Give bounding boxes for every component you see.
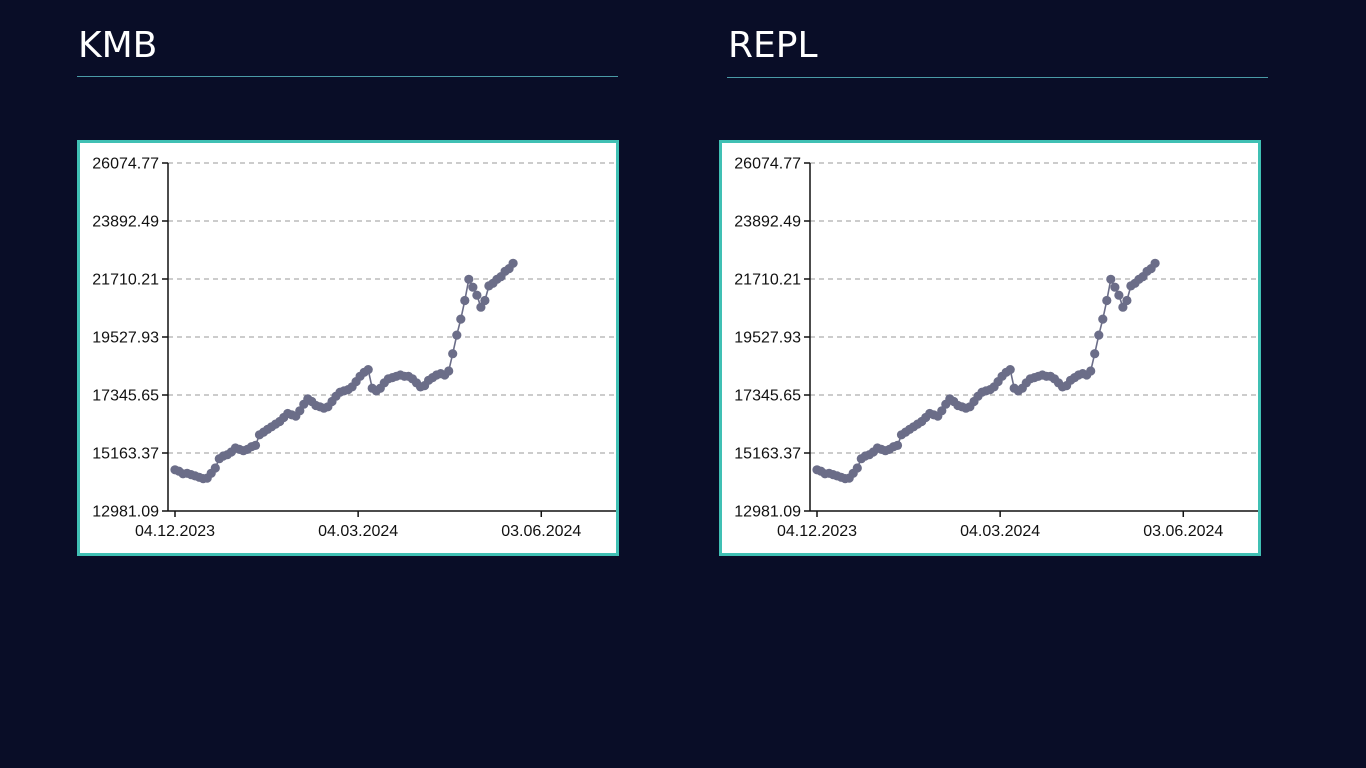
- x-tick-label: 04.03.2024: [960, 523, 1040, 540]
- title-underline-repl: [727, 77, 1268, 78]
- title-underline-kmb: [77, 76, 618, 77]
- y-tick-label: 15163.37: [734, 446, 801, 463]
- data-point: [448, 349, 458, 359]
- x-tick-label: 04.12.2023: [135, 523, 215, 540]
- panel-title-repl: REPL: [728, 25, 818, 66]
- y-tick-label: 19527.93: [92, 330, 159, 347]
- data-point: [508, 258, 518, 268]
- data-point: [1094, 330, 1104, 340]
- data-point: [1150, 258, 1160, 268]
- data-point: [472, 290, 482, 300]
- data-point: [1122, 295, 1132, 306]
- data-point: [363, 365, 373, 375]
- y-tick-label: 12981.09: [92, 504, 159, 521]
- y-tick-label: 19527.93: [734, 330, 801, 347]
- y-tick-label: 26074.77: [734, 156, 801, 173]
- data-point: [480, 295, 490, 306]
- data-point: [1118, 302, 1128, 312]
- x-tick-label: 04.12.2023: [777, 523, 857, 540]
- x-tick-label: 03.06.2024: [501, 523, 581, 540]
- y-tick-label: 12981.09: [734, 504, 801, 521]
- data-point: [1005, 365, 1015, 375]
- data-point: [1090, 349, 1100, 359]
- y-tick-label: 17345.65: [734, 388, 801, 405]
- x-tick-label: 04.03.2024: [318, 523, 398, 540]
- data-point: [444, 366, 454, 376]
- y-tick-label: 15163.37: [92, 446, 159, 463]
- data-point: [892, 440, 903, 450]
- x-tick-label: 03.06.2024: [1143, 523, 1223, 540]
- series-line: [816, 262, 1156, 480]
- data-point: [1106, 274, 1116, 284]
- data-point: [476, 302, 486, 312]
- line-chart-repl: 12981.09 15163.37 17345.65 19527.93 21710.21…: [734, 156, 1258, 540]
- data-point: [464, 274, 474, 284]
- chart-frame-repl: 12981.09 15163.37 17345.65 19527.93 21710.21…: [719, 140, 1261, 556]
- data-point: [852, 463, 862, 473]
- data-point: [937, 406, 947, 416]
- data-point: [295, 406, 305, 416]
- data-point: [1102, 295, 1112, 306]
- data-point: [1098, 314, 1108, 324]
- line-chart-kmb: 12981.09 15163.37 17345.65 19527.93 21710.21…: [92, 156, 616, 540]
- data-point: [1114, 290, 1124, 300]
- y-tick-label: 21710.21: [734, 272, 801, 289]
- y-tick-label: 17345.65: [92, 388, 159, 405]
- data-point: [250, 440, 261, 450]
- data-point: [468, 282, 478, 292]
- data-point: [452, 330, 462, 340]
- y-tick-label: 23892.49: [92, 214, 159, 231]
- chart-frame-kmb: 12981.09 15163.37 17345.65 19527.93 21710.21…: [77, 140, 619, 556]
- data-point: [210, 463, 220, 473]
- series-line: [174, 262, 514, 480]
- data-point: [456, 314, 466, 324]
- data-point: [1110, 282, 1120, 292]
- data-point: [460, 295, 470, 306]
- y-tick-label: 26074.77: [92, 156, 159, 173]
- panel-title-kmb: KMB: [78, 25, 158, 66]
- data-point: [1086, 366, 1096, 376]
- y-tick-label: 21710.21: [92, 272, 159, 289]
- y-tick-label: 23892.49: [734, 214, 801, 231]
